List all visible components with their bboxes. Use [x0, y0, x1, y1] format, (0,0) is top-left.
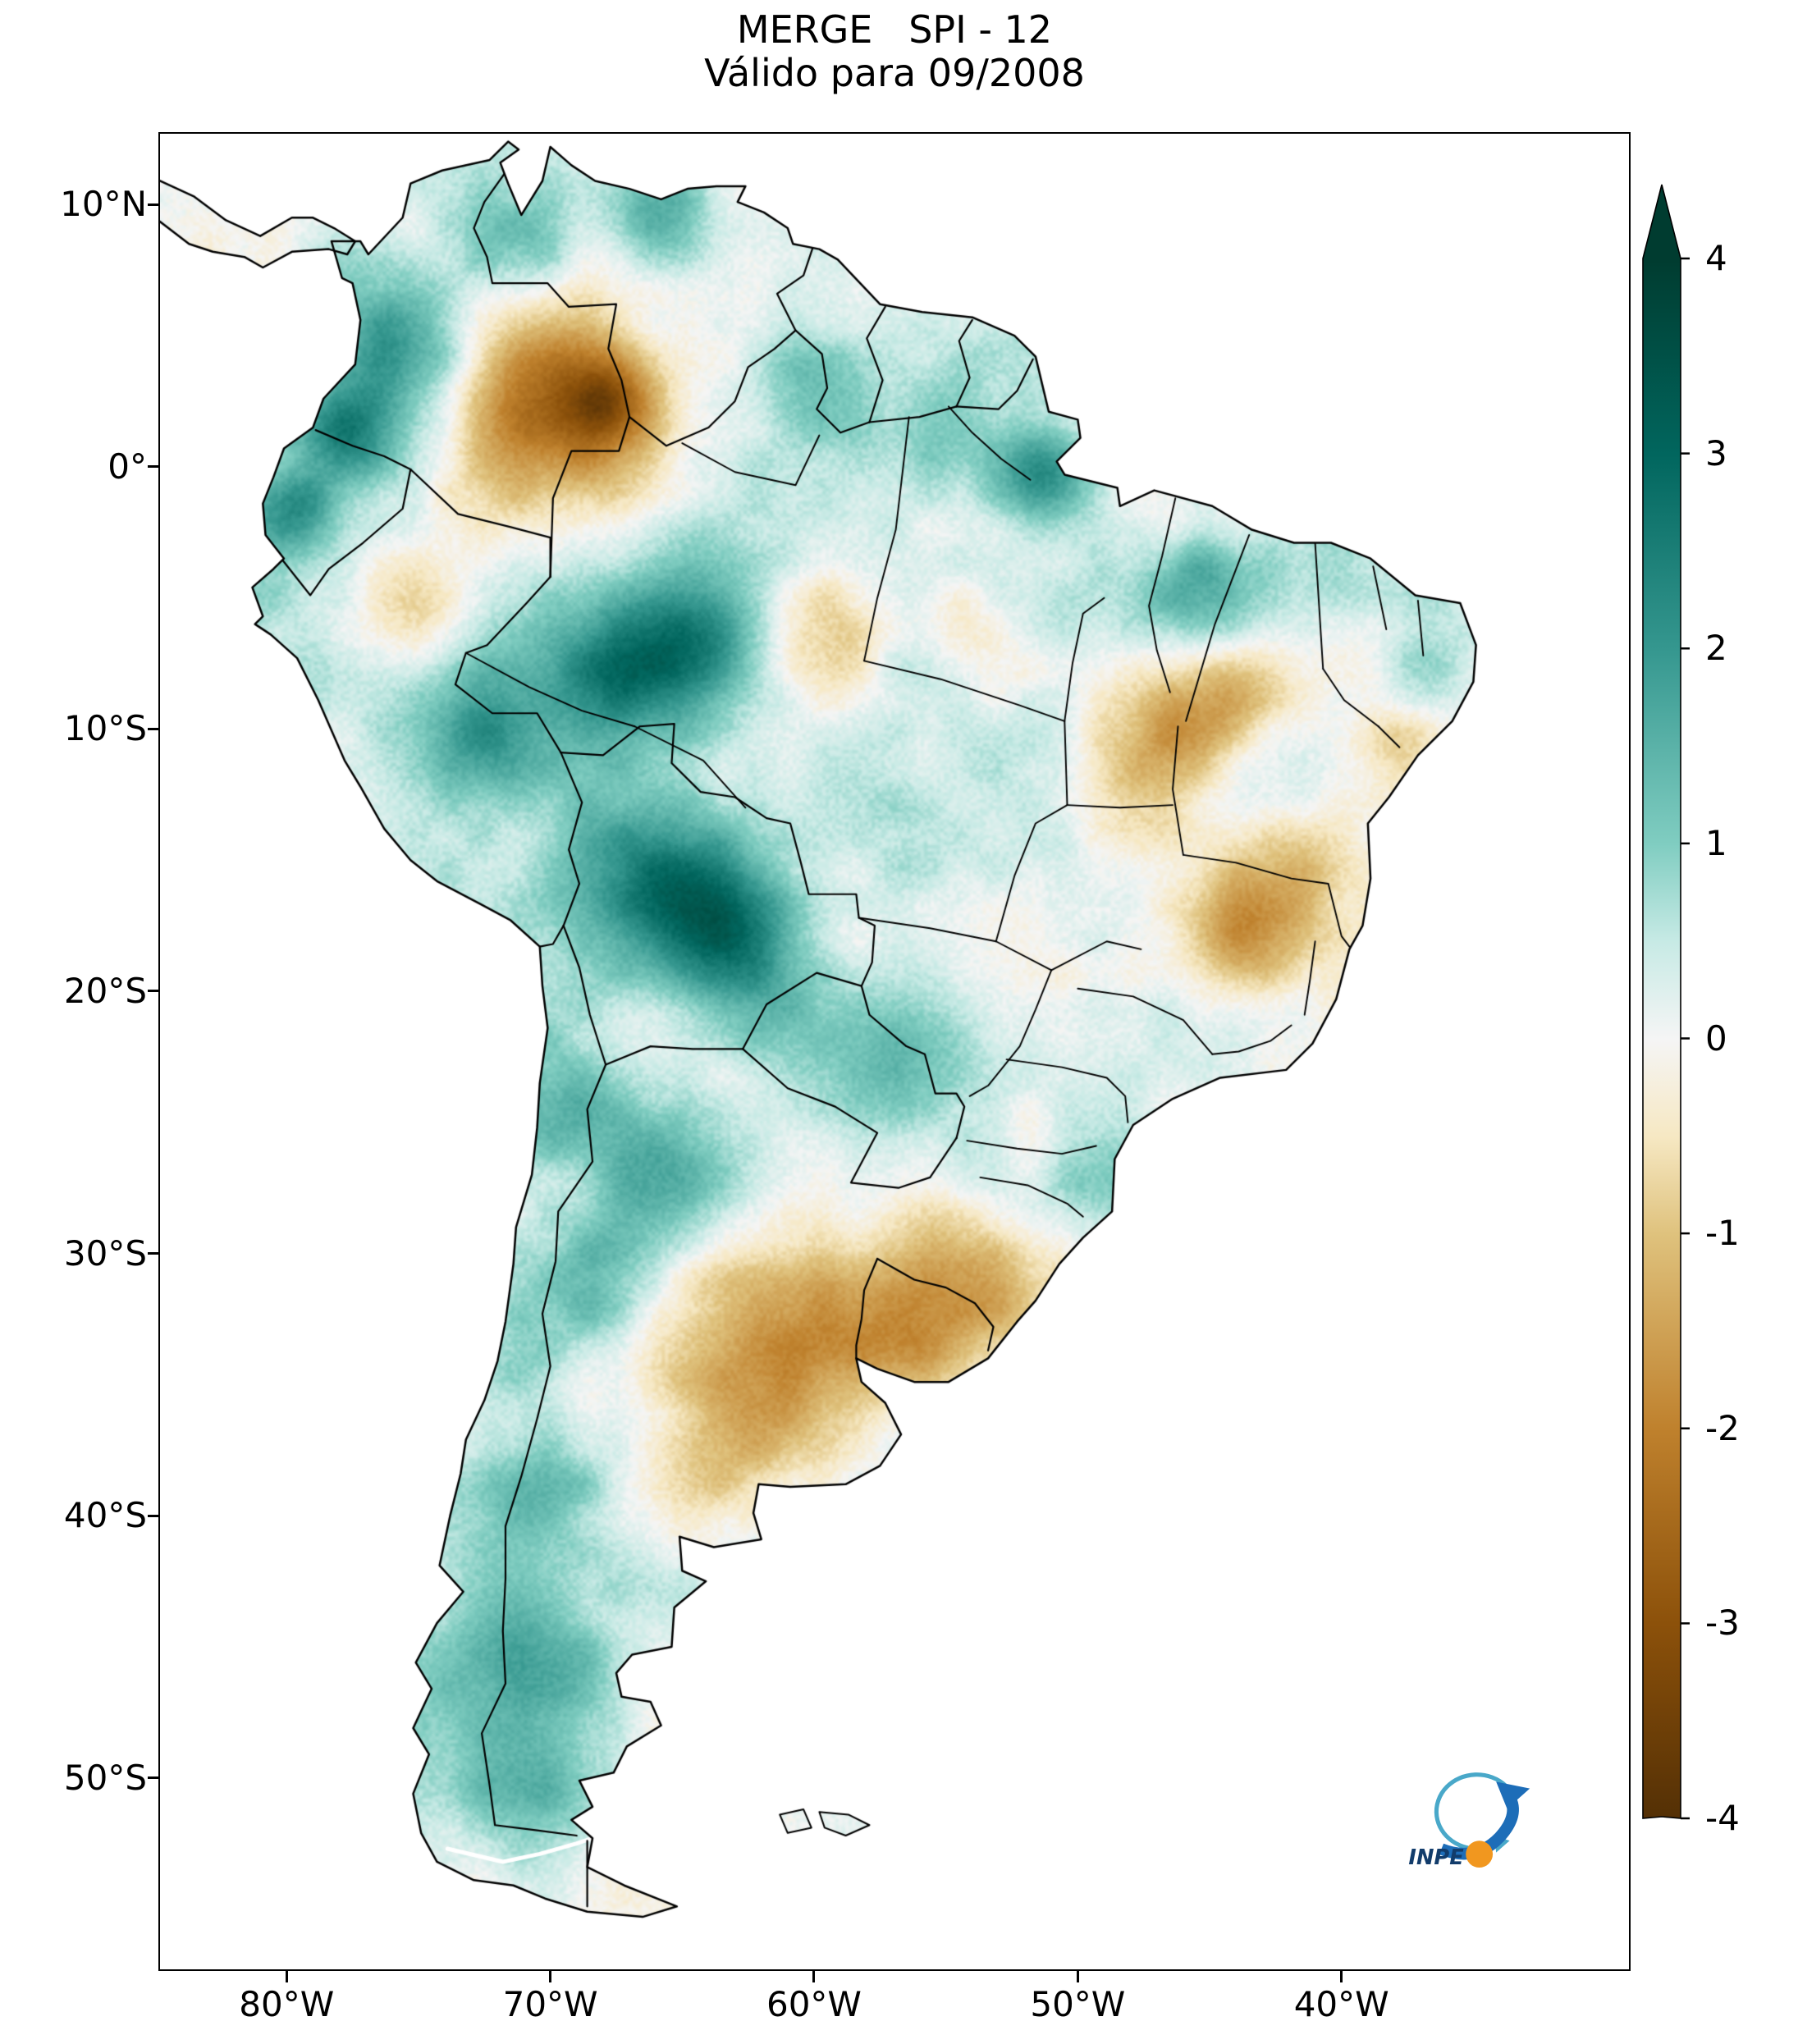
lat-tick-label: 30°S — [63, 1232, 147, 1273]
colorbar-svg — [1642, 184, 1690, 1820]
lon-tick-label: 50°W — [1030, 1984, 1126, 2024]
lat-tick-label: 20°S — [63, 970, 147, 1011]
logo-blue-arrow — [1439, 1794, 1519, 1860]
lon-tick-label: 40°W — [1293, 1984, 1389, 2024]
lat-tick-mark — [148, 203, 159, 206]
spi-map-canvas — [160, 134, 1629, 1969]
lat-tick-mark — [148, 1776, 159, 1780]
lon-tick-mark — [285, 1971, 288, 1982]
lat-tick-label: 40°S — [63, 1495, 147, 1536]
lat-tick-mark — [148, 1514, 159, 1517]
colorbar-tick-label: -1 — [1705, 1213, 1740, 1254]
lat-tick-mark — [148, 727, 159, 730]
lat-tick-mark — [148, 465, 159, 469]
colorbar-tick-label: -4 — [1705, 1798, 1740, 1838]
lat-tick-label: 10°N — [60, 184, 147, 225]
lon-tick-mark — [1076, 1971, 1079, 1982]
lat-tick-label: 50°S — [63, 1757, 147, 1798]
lat-tick-mark — [148, 1252, 159, 1255]
colorbar-tick-label: 3 — [1705, 432, 1727, 473]
map-plot-area — [158, 132, 1631, 1971]
lon-tick-label: 60°W — [766, 1984, 862, 2024]
colorbar-tick-label: -3 — [1705, 1603, 1740, 1644]
figure-header: MERGE SPI - 12 Válido para 09/2008 — [160, 8, 1629, 95]
colorbar-tick-label: 4 — [1705, 238, 1727, 278]
figure-subtitle: Válido para 09/2008 — [704, 50, 1085, 95]
inpe-logo: INPE — [1395, 1754, 1555, 1882]
lat-tick-label: 0° — [108, 446, 147, 487]
lon-tick-label: 70°W — [502, 1984, 598, 2024]
inpe-logo-text: INPE — [1408, 1845, 1464, 1870]
figure-title: MERGE SPI - 12 — [736, 7, 1053, 52]
lon-tick-mark — [1340, 1971, 1343, 1982]
logo-blue-arrowhead — [1496, 1781, 1530, 1809]
logo-orange-dot — [1466, 1841, 1494, 1868]
lat-tick-mark — [148, 990, 159, 993]
lon-tick-label: 80°W — [239, 1984, 335, 2024]
lon-tick-mark — [812, 1971, 816, 1982]
colorbar-tick-label: -2 — [1705, 1407, 1740, 1448]
colorbar-gradient — [1642, 184, 1681, 1819]
colorbar — [1641, 183, 1694, 1825]
colorbar-tick-label: 2 — [1705, 628, 1727, 669]
lon-tick-mark — [549, 1971, 552, 1982]
lat-tick-label: 10°S — [63, 708, 147, 749]
colorbar-tick-label: 1 — [1705, 822, 1727, 863]
colorbar-tick-label: 0 — [1705, 1017, 1727, 1059]
